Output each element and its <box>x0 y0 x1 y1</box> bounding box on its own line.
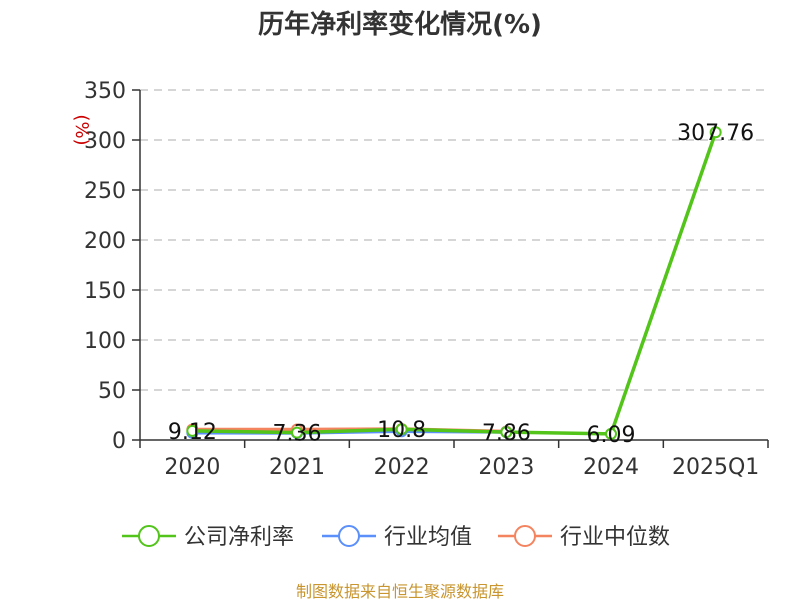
source-note: 制图数据来自恒生聚源数据库 <box>295 582 504 601</box>
data-label: 10.8 <box>377 418 426 443</box>
legend-label: 行业均值 <box>384 525 472 550</box>
x-tick-label: 2023 <box>478 455 534 480</box>
legend-label: 行业中位数 <box>560 525 670 550</box>
y-axis-label: (%) <box>71 114 92 145</box>
legend-marker <box>514 525 536 547</box>
data-label: 6.09 <box>587 423 636 448</box>
data-point <box>186 424 199 437</box>
chart-title: 历年净利率变化情况(%) <box>258 10 542 40</box>
x-tick-label: 2024 <box>583 455 639 480</box>
legend-marker <box>338 525 360 547</box>
y-tick-label: 100 <box>84 329 126 354</box>
x-tick-label: 2021 <box>269 455 325 480</box>
data-point <box>709 126 722 139</box>
y-tick-label: 350 <box>84 79 126 104</box>
legend-marker <box>138 525 160 547</box>
y-tick-label: 250 <box>84 179 126 204</box>
legend-label: 公司净利率 <box>184 525 294 550</box>
y-tick-label: 300 <box>84 129 126 154</box>
x-tick-label: 2025Q1 <box>672 455 759 480</box>
y-tick-label: 150 <box>84 279 126 304</box>
data-point <box>605 427 617 440</box>
series-line <box>192 131 718 436</box>
data-label: 7.86 <box>482 421 531 446</box>
data-label: 7.36 <box>273 422 322 447</box>
data-label: 9.12 <box>168 420 217 445</box>
grid-layer <box>140 89 768 391</box>
axis-layer: 0 50 100 150 200 250 300 350 2020 2021 2022 2023 202… <box>84 79 769 480</box>
y-tick-label: 50 <box>98 379 126 404</box>
series-layer <box>186 126 722 440</box>
label-layer: 9.12 7.36 10.8 7.86 6.09 307.76 <box>168 121 754 448</box>
data-point <box>291 426 303 439</box>
x-tick-label: 2022 <box>374 455 430 480</box>
y-tick-label: 200 <box>84 229 126 254</box>
data-point <box>500 426 513 439</box>
data-point <box>395 423 408 436</box>
y-tick-label: 0 <box>112 429 126 454</box>
legend[interactable]: 公司净利率 行业均值 行业中位数 <box>122 525 670 550</box>
data-label: 307.76 <box>677 121 754 146</box>
x-tick-label: 2020 <box>164 455 220 480</box>
